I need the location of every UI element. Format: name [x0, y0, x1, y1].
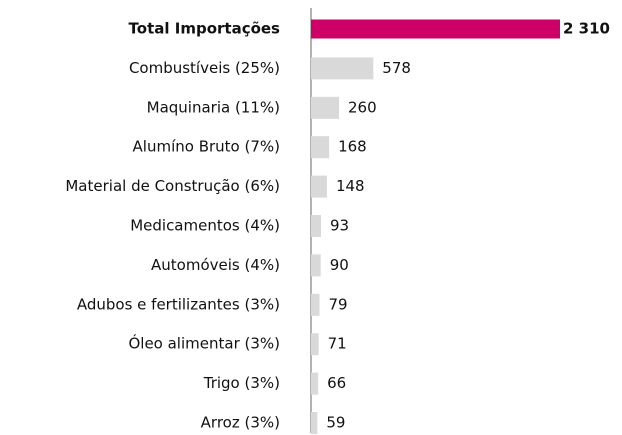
bar [311, 293, 320, 316]
category-label: Automóveis (4%) [151, 256, 280, 274]
bar [311, 254, 321, 277]
bar [311, 215, 322, 237]
value-label: 79 [329, 295, 348, 313]
value-label: 148 [336, 177, 365, 195]
bar [311, 372, 319, 395]
bar [311, 175, 327, 198]
value-label: 90 [330, 256, 349, 274]
bar [311, 412, 318, 434]
bar [311, 136, 330, 159]
value-label: 59 [326, 414, 345, 432]
value-label: 71 [328, 335, 347, 353]
value-label: 2 310 [563, 20, 610, 38]
category-label: Medicamentos (4%) [130, 217, 280, 235]
value-label: 66 [327, 374, 346, 392]
bar [311, 19, 560, 39]
category-label: Trigo (3%) [203, 374, 280, 392]
bar [311, 96, 340, 119]
bar [311, 333, 319, 356]
bar [311, 57, 374, 80]
value-label: 168 [338, 138, 367, 156]
value-label: 93 [330, 217, 349, 235]
category-label: Material de Construção (6%) [65, 177, 280, 195]
category-label: Maquinaria (11%) [147, 98, 280, 116]
category-label: Arroz (3%) [201, 414, 280, 432]
category-label: Óleo alimentar (3%) [128, 334, 280, 353]
category-label: Alumíno Bruto (7%) [133, 138, 280, 156]
value-label: 578 [382, 59, 411, 77]
value-label: 260 [348, 98, 377, 116]
category-label: Adubos e fertilizantes (3%) [77, 295, 280, 313]
category-label: Total Importações [129, 20, 281, 38]
category-label: Combustíveis (25%) [129, 59, 280, 77]
